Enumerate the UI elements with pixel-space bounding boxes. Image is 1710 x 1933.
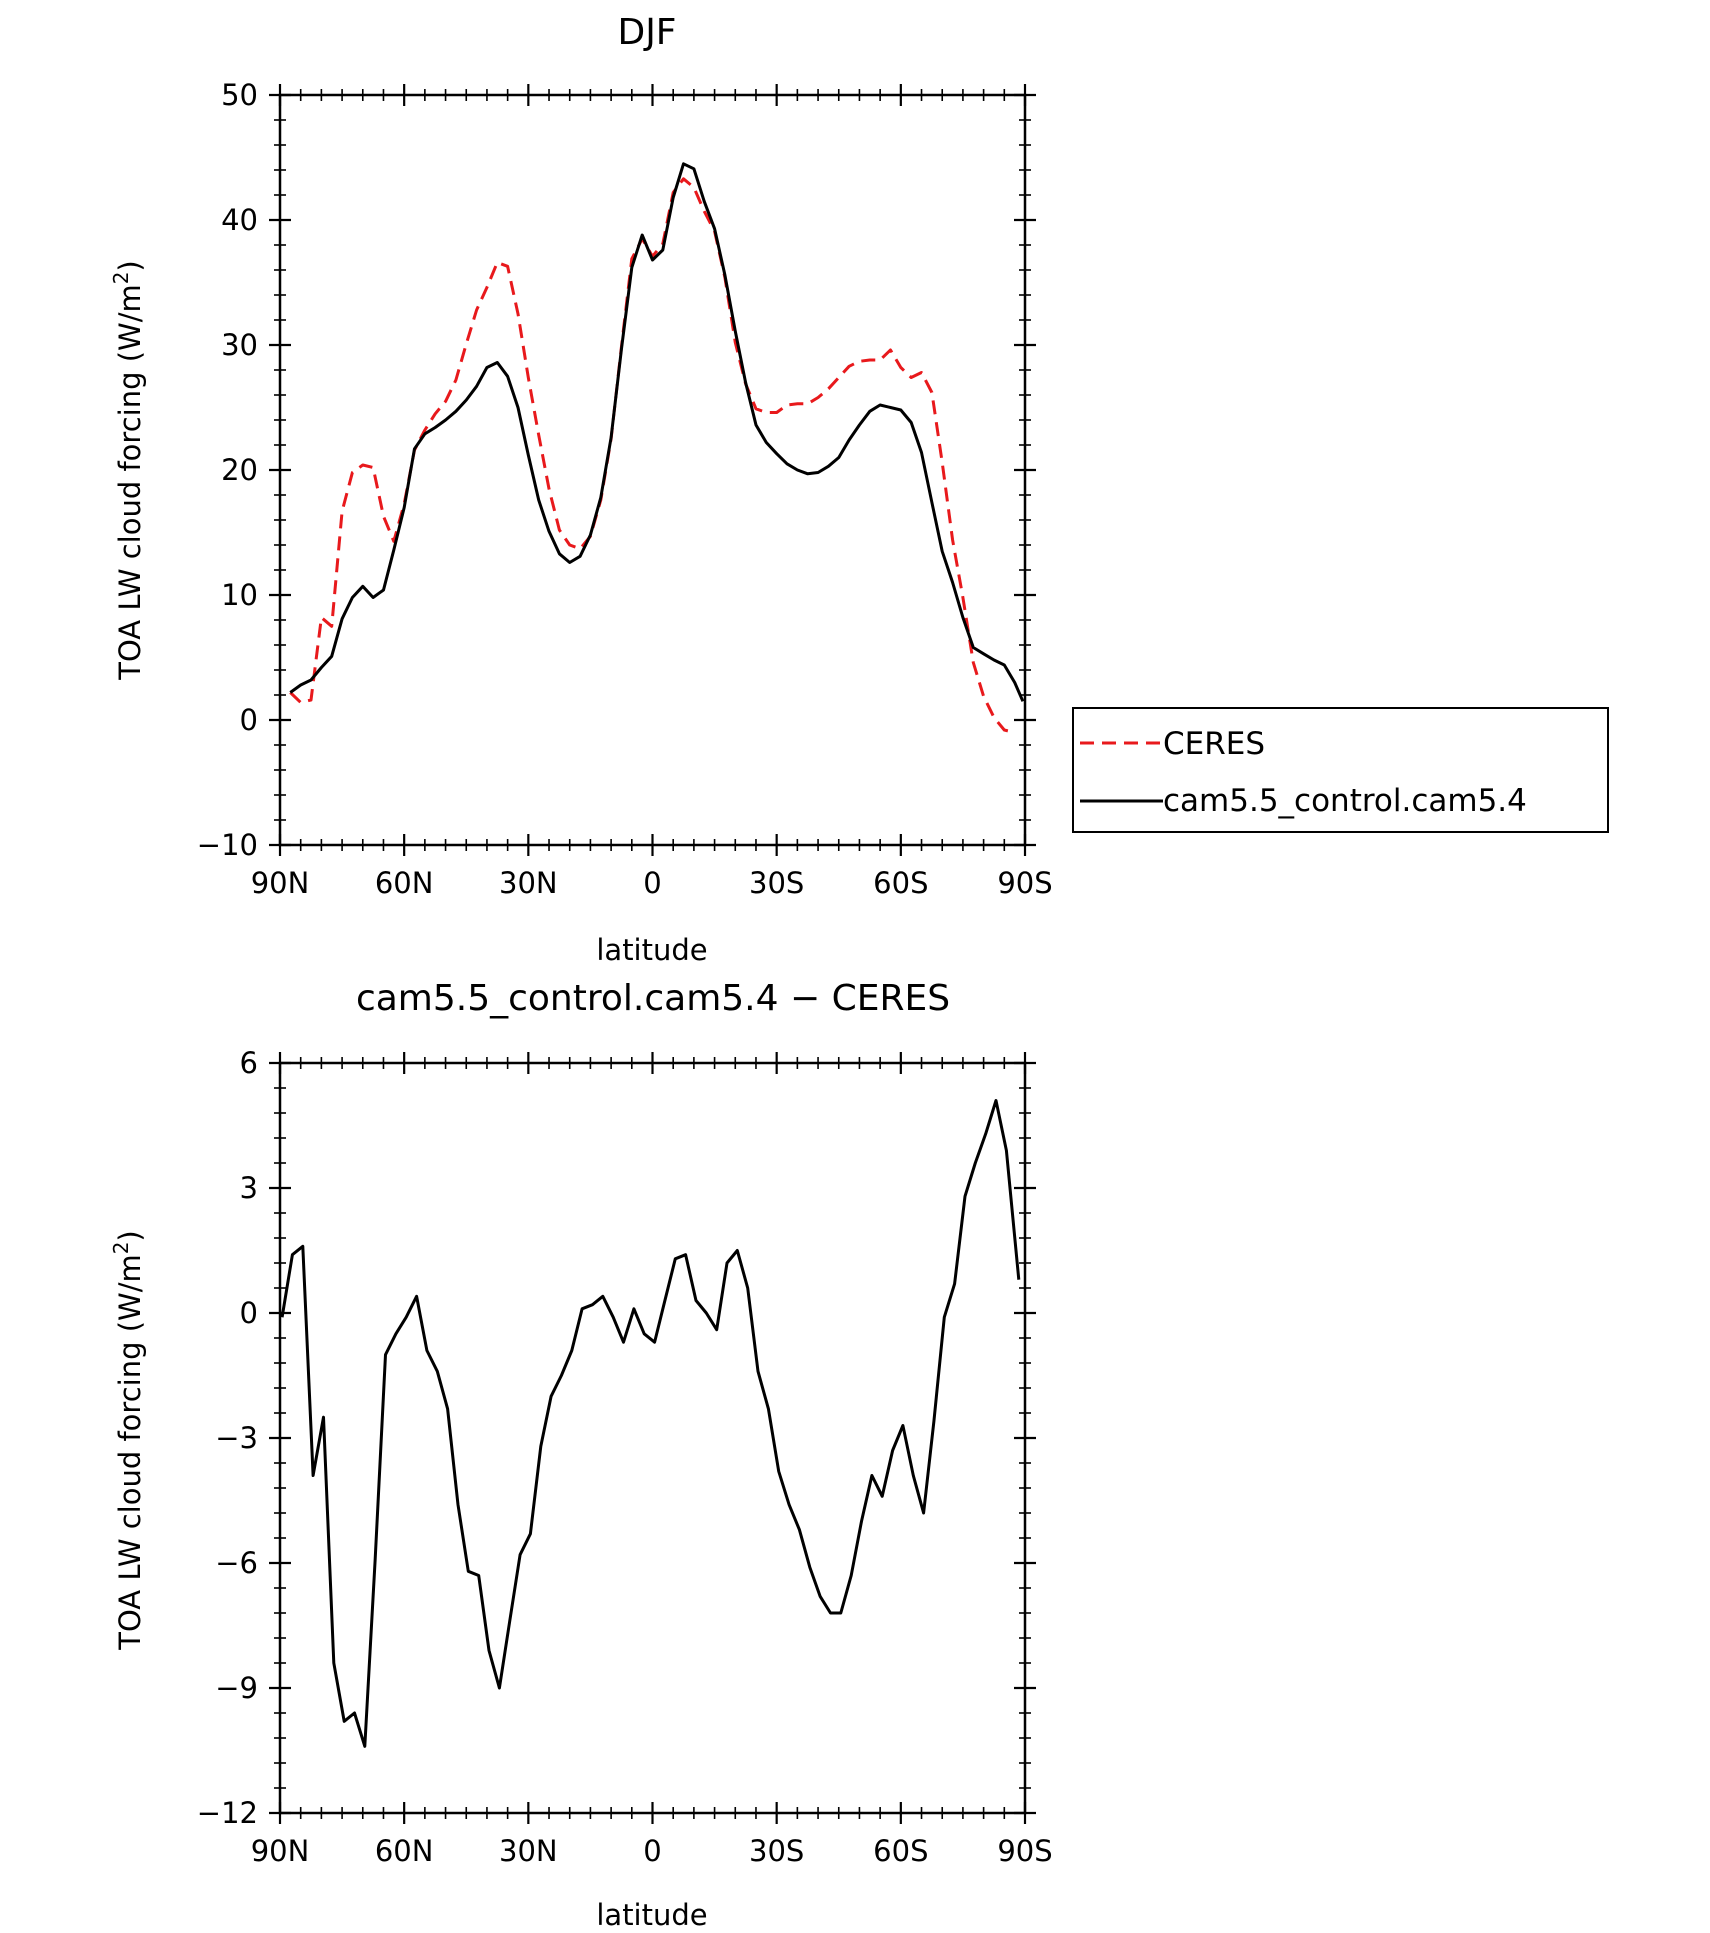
x-tick-label: 90N xyxy=(251,866,310,900)
y-tick-label: 50 xyxy=(221,78,258,112)
x-tick-label: 60N xyxy=(375,1834,434,1868)
x-tick-label: 30N xyxy=(499,866,558,900)
top-chart-title: DJF xyxy=(617,12,676,53)
bottom-y-axis-label: TOA LW cloud forcing (W/m2) xyxy=(109,1230,147,1651)
y-tick-label: 0 xyxy=(240,703,258,737)
y-tick-label: −3 xyxy=(215,1421,258,1455)
y-tick-label: −6 xyxy=(215,1546,258,1580)
y-tick-label: 6 xyxy=(240,1046,258,1080)
x-tick-label: 60S xyxy=(873,1834,928,1868)
top-plot-frame xyxy=(278,93,1027,847)
y-tick-label: 20 xyxy=(221,453,258,487)
y-tick-label: −9 xyxy=(215,1671,258,1705)
x-tick-label: 60N xyxy=(375,866,434,900)
bottom-x-axis-label: latitude xyxy=(596,1898,707,1932)
x-tick-label: 30S xyxy=(749,866,804,900)
x-tick-label: 30S xyxy=(749,1834,804,1868)
x-tick-label: 0 xyxy=(643,866,661,900)
bottom-axis-ticks: 90N 60N 30N 0 30S 60S 90S 6 3 0 −3 −6 −9 −12 xyxy=(197,1046,1053,1868)
top-axis-ticks: 90N 60N 30N 0 30S 60S 90S 50 40 30 20 10 0 −10 xyxy=(197,78,1053,900)
x-tick-label: 0 xyxy=(643,1834,661,1868)
top-y-axis-label: TOA LW cloud forcing (W/m2) xyxy=(109,260,147,681)
legend-label-model: cam5.5_control.cam5.4 xyxy=(1163,783,1527,819)
bottom-panel: cam5.5_control.cam5.4 − CERES 90N 60N 30N 0… xyxy=(109,978,1053,1932)
x-tick-label: 90S xyxy=(997,866,1052,900)
top-series-line-0 xyxy=(289,177,1016,734)
x-tick-label: 60S xyxy=(873,866,928,900)
y-tick-label: 10 xyxy=(221,578,258,612)
y-tick-label: 0 xyxy=(240,1296,258,1330)
y-tick-label: 3 xyxy=(240,1171,258,1205)
top-panel: DJF 90N 60N 30N 0 30S 60S 90S 50 40 30 20 10 0 −10 la… xyxy=(109,12,1609,967)
y-tick-label: 40 xyxy=(221,203,258,237)
top-series-line-1 xyxy=(289,162,1025,702)
top-x-axis-label: latitude xyxy=(596,933,707,967)
y-tick-label: −12 xyxy=(197,1796,258,1830)
legend-box xyxy=(1072,707,1609,833)
legend-label-ceres: CERES xyxy=(1163,726,1265,762)
y-tick-label: 30 xyxy=(221,328,258,362)
top-legend: CERES cam5.5_control.cam5.4 xyxy=(1072,707,1609,833)
x-tick-label: 90S xyxy=(997,1834,1052,1868)
bottom-chart-title: cam5.5_control.cam5.4 − CERES xyxy=(356,978,950,1019)
bottom-series-group xyxy=(280,1099,1021,1748)
bottom-plot-frame xyxy=(278,1061,1027,1815)
x-tick-label: 30N xyxy=(499,1834,558,1868)
top-series-group xyxy=(289,162,1025,734)
bottom-series-line-0 xyxy=(280,1099,1021,1748)
x-tick-label: 90N xyxy=(251,1834,310,1868)
y-tick-label: −10 xyxy=(197,828,258,862)
